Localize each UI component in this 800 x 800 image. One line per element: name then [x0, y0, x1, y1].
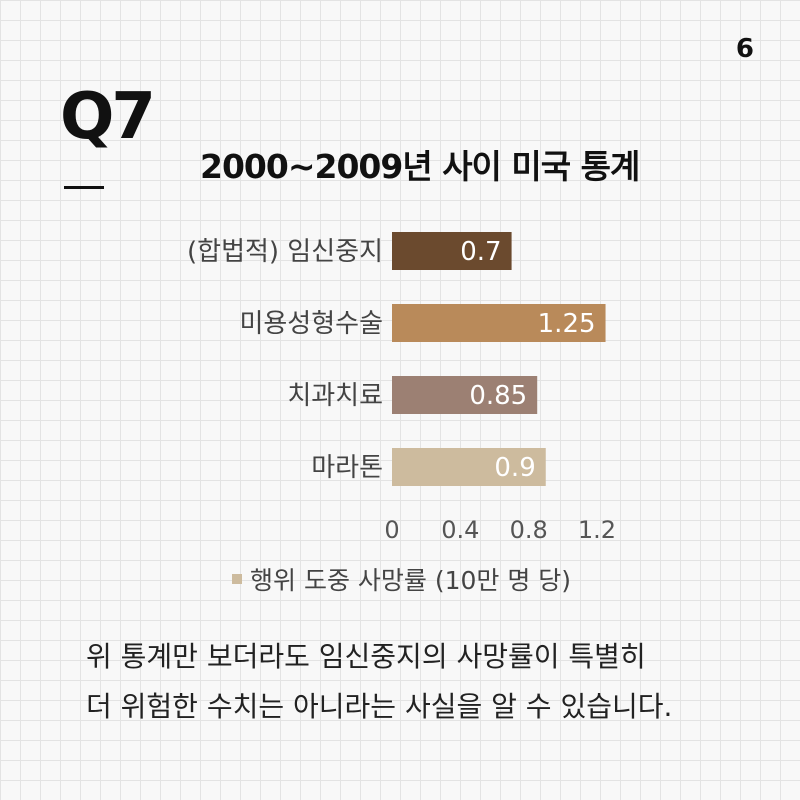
- body-text-line-1: 위 통계만 보더라도 임신중지의 사망률이 특별히: [86, 640, 646, 673]
- value-label-4: 0.9: [494, 453, 535, 483]
- category-label-2: 미용성형수술: [239, 309, 383, 339]
- x-tick-label-2: 0.4: [441, 516, 479, 544]
- question-underline: [64, 186, 104, 189]
- x-tick-label-3: 0.8: [510, 516, 548, 544]
- question-label: Q7: [60, 80, 156, 154]
- value-label-3: 0.85: [469, 381, 527, 411]
- bar-2: [392, 304, 606, 342]
- chart-legend: 행위 도중 사망률 (10만 명 당): [232, 561, 571, 597]
- category-label-3: 치과치료: [287, 381, 383, 411]
- body-text-line-2: 더 위험한 수치는 아니라는 사실을 알 수 있습니다.: [86, 690, 673, 723]
- chart-title: 2000~2009년 사이 미국 통계: [200, 147, 640, 186]
- x-tick-label-4: 1.2: [578, 516, 616, 544]
- legend-label: 행위 도중 사망률 (10만 명 당): [250, 566, 572, 595]
- bar-4: [392, 448, 546, 486]
- value-label-2: 1.25: [538, 309, 596, 339]
- bar-chart: (합법적) 임신중지 0.7 미용성형수술 1.25 치과치료 0.85 마라톤 0.9 0 0.…: [187, 232, 616, 544]
- bar-1: [392, 232, 512, 270]
- value-label-1: 0.7: [460, 237, 501, 267]
- page-number: 6: [735, 34, 754, 64]
- body-text: 위 통계만 보더라도 임신중지의 사망률이 특별히 더 위험한 수치는 아니라는…: [86, 632, 766, 732]
- x-tick-label-1: 0: [384, 516, 399, 544]
- bar-3: [392, 376, 538, 414]
- category-label-1: (합법적) 임신중지: [187, 237, 383, 267]
- category-label-4: 마라톤: [311, 453, 383, 483]
- legend-swatch: [232, 574, 242, 584]
